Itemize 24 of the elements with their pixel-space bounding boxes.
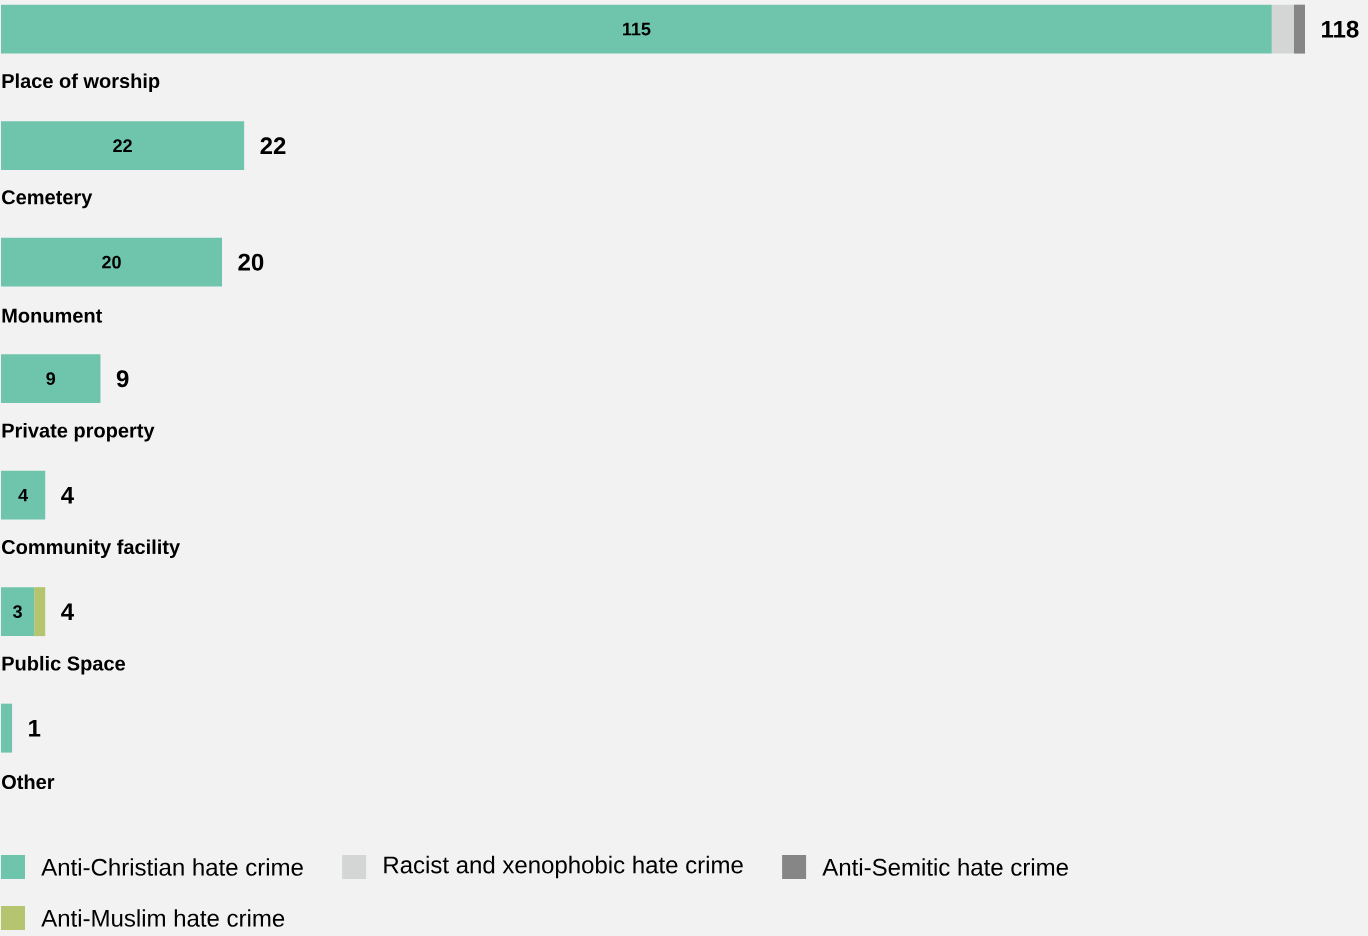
data-label: 4: [18, 488, 29, 502]
legend-label: Anti-Christian hate crime: [41, 858, 303, 876]
legend-label: Anti-Muslim hate crime: [41, 909, 285, 927]
data-label: 9: [46, 372, 56, 385]
total-label: 22: [260, 137, 286, 155]
data-label: 3: [12, 605, 22, 619]
y-tick-label: Community facility: [2, 539, 180, 559]
data-label: 22: [113, 139, 132, 152]
data-label: 20: [102, 255, 121, 269]
y-tick-label: Monument: [2, 308, 103, 323]
y-tick-label: Private property: [2, 422, 155, 442]
legend-label: Racist and xenophobic hate crime: [384, 855, 743, 879]
total-label: 4: [61, 486, 74, 504]
legend-label: Anti-Semitic hate crime: [822, 858, 1068, 876]
y-tick-label: Public Space: [2, 655, 126, 675]
y-tick-label: Place of worship: [2, 73, 160, 93]
total-label: 4: [61, 603, 74, 620]
total-label: 118: [1322, 20, 1359, 38]
y-tick-label: Cemetery: [2, 190, 93, 209]
total-label: 1: [29, 719, 41, 737]
data-label: 115: [623, 22, 651, 36]
total-label: 9: [116, 370, 129, 388]
y-tick-label: Other: [2, 774, 55, 790]
total-label: 20: [238, 253, 264, 271]
